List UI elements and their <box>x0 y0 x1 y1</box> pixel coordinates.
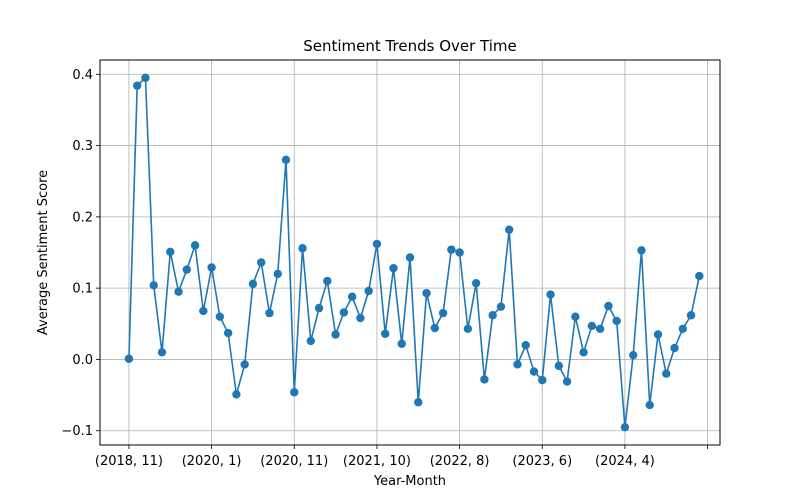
data-point <box>438 308 448 318</box>
data-point <box>538 375 547 385</box>
data-point <box>240 360 249 369</box>
data-point <box>331 330 340 339</box>
data-point <box>587 321 597 331</box>
data-point <box>455 248 464 257</box>
data-point <box>405 253 415 262</box>
data-point <box>347 292 357 301</box>
series-layer <box>124 73 704 432</box>
data-point <box>471 278 481 288</box>
y-tick-label: 0.4 <box>72 68 93 83</box>
data-point <box>513 360 522 369</box>
data-point <box>686 311 696 320</box>
x-tick-label: (2018, 11) <box>95 454 163 469</box>
data-point <box>182 265 191 274</box>
data-point <box>389 263 398 273</box>
data-point <box>463 324 473 333</box>
data-point <box>496 302 506 311</box>
data-point <box>265 308 274 318</box>
data-point <box>199 306 208 316</box>
data-point <box>579 348 588 357</box>
axis-layer: −0.1 0.0 0.1 0.2 0.3 0.4 (2018, 11) (2020, 1) (2… <box>61 68 708 469</box>
data-point <box>645 400 654 410</box>
data-point <box>281 155 291 165</box>
data-point <box>356 313 365 323</box>
data-point <box>157 348 167 357</box>
data-point <box>306 336 315 346</box>
data-point <box>447 245 456 254</box>
data-point <box>223 328 233 338</box>
data-point <box>488 311 497 320</box>
x-tick-label: (2021, 10) <box>343 454 411 469</box>
data-point <box>141 73 150 83</box>
data-point <box>190 241 200 250</box>
data-point <box>678 324 687 333</box>
data-point <box>546 290 555 299</box>
data-point <box>298 244 307 253</box>
data-point <box>480 375 489 384</box>
data-point <box>215 312 225 321</box>
data-point <box>604 301 613 311</box>
y-tick-label: 0.3 <box>72 139 93 154</box>
data-point <box>133 81 142 90</box>
data-point <box>232 390 241 399</box>
data-point <box>562 377 572 386</box>
data-point <box>695 271 704 281</box>
data-point <box>430 323 439 333</box>
series-line <box>128 77 701 428</box>
data-point <box>207 263 216 272</box>
grid-layer <box>100 60 720 445</box>
y-tick-label: 0.1 <box>72 282 93 297</box>
data-point <box>612 316 621 326</box>
data-point <box>414 398 423 407</box>
data-point <box>653 330 663 339</box>
data-point <box>422 288 431 298</box>
data-point <box>521 340 530 350</box>
data-point <box>174 287 183 296</box>
data-point <box>248 279 258 289</box>
data-point <box>381 329 390 338</box>
data-point <box>166 247 175 256</box>
data-point <box>273 269 282 279</box>
x-tick-label: (2024, 4) <box>595 454 655 469</box>
data-point <box>257 258 266 267</box>
data-point <box>323 276 332 286</box>
y-axis-title: Average Sentiment Score <box>36 170 51 335</box>
y-tick-label: −0.1 <box>61 424 93 439</box>
x-tick-label: (2020, 11) <box>260 454 328 469</box>
data-point <box>364 286 373 296</box>
data-point <box>529 367 539 376</box>
y-tick-label: 0.2 <box>72 210 93 225</box>
x-tick-label: (2023, 6) <box>512 454 572 469</box>
data-point <box>149 281 158 290</box>
chart-title: Sentiment Trends Over Time <box>303 37 517 55</box>
x-axis-title: Year-Month <box>373 474 446 489</box>
data-point <box>314 303 324 313</box>
data-point <box>124 354 134 363</box>
x-tick-label: (2020, 1) <box>182 454 242 469</box>
data-point <box>662 369 671 378</box>
data-point <box>595 324 605 333</box>
plot-frame <box>99 59 721 446</box>
data-point <box>372 239 382 249</box>
x-tick-label: (2022, 8) <box>430 454 490 469</box>
data-point <box>505 225 514 234</box>
data-point <box>620 422 630 432</box>
data-point <box>290 388 299 397</box>
data-point <box>554 361 563 371</box>
data-point <box>637 246 646 255</box>
data-point <box>571 312 580 321</box>
data-point <box>670 343 679 353</box>
y-tick-label: 0.0 <box>72 353 93 368</box>
data-point <box>397 339 406 348</box>
data-point <box>339 308 349 317</box>
data-point <box>629 350 638 360</box>
